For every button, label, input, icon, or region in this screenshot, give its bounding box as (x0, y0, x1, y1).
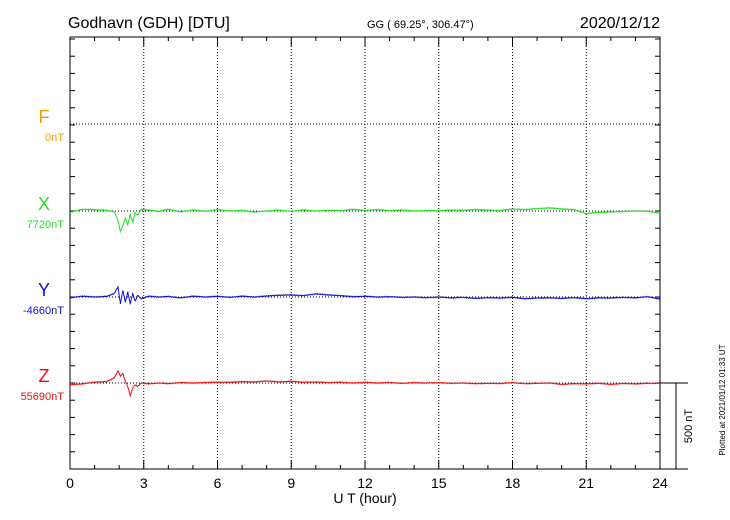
x-tick-label: 0 (66, 475, 74, 491)
component-baseline-x: 7720nT (27, 219, 65, 231)
component-letter-x: X (38, 194, 50, 214)
x-tick-label: 3 (140, 475, 148, 491)
plotted-timestamp: Plotted at 2021/01/12 01:33 UT (718, 344, 727, 455)
component-letter-z: Z (39, 366, 50, 386)
x-tick-label: 24 (652, 475, 668, 491)
scale-bar-label: 500 nT (683, 409, 695, 444)
scale-bar: 500 nT (660, 382, 695, 470)
x-axis-label: U T (hour) (333, 490, 396, 506)
station-title: Godhavn (GDH) [DTU] (68, 15, 230, 32)
x-tick-label: 12 (357, 475, 373, 491)
axis-ticks (69, 37, 661, 470)
component-baseline-y: -4660nT (23, 305, 64, 317)
x-tick-label: 9 (287, 475, 295, 491)
grid-lines (70, 37, 660, 469)
component-baseline-z: 55690nT (21, 391, 65, 403)
series-line-y (69, 286, 661, 305)
series-line-z (69, 369, 661, 398)
series-line-x (69, 206, 661, 234)
x-tick-label: 15 (431, 475, 447, 491)
series-traces (69, 206, 661, 398)
component-letter-y: Y (38, 280, 50, 300)
component-letter-f: F (39, 107, 50, 127)
x-tick-labels: 0 3 6 9 12 15 18 21 24 (66, 475, 668, 491)
x-tick-label: 6 (214, 475, 222, 491)
x-tick-label: 18 (505, 475, 521, 491)
component-labels: F 0nT X 7720nT Y -4660nT Z 55690nT (21, 107, 65, 403)
component-baseline-f: 0nT (45, 132, 64, 144)
plot-date: 2020/12/12 (580, 15, 660, 32)
station-coordinates: GG ( 69.25°, 306.47°) (367, 19, 474, 31)
x-tick-label: 21 (578, 475, 594, 491)
